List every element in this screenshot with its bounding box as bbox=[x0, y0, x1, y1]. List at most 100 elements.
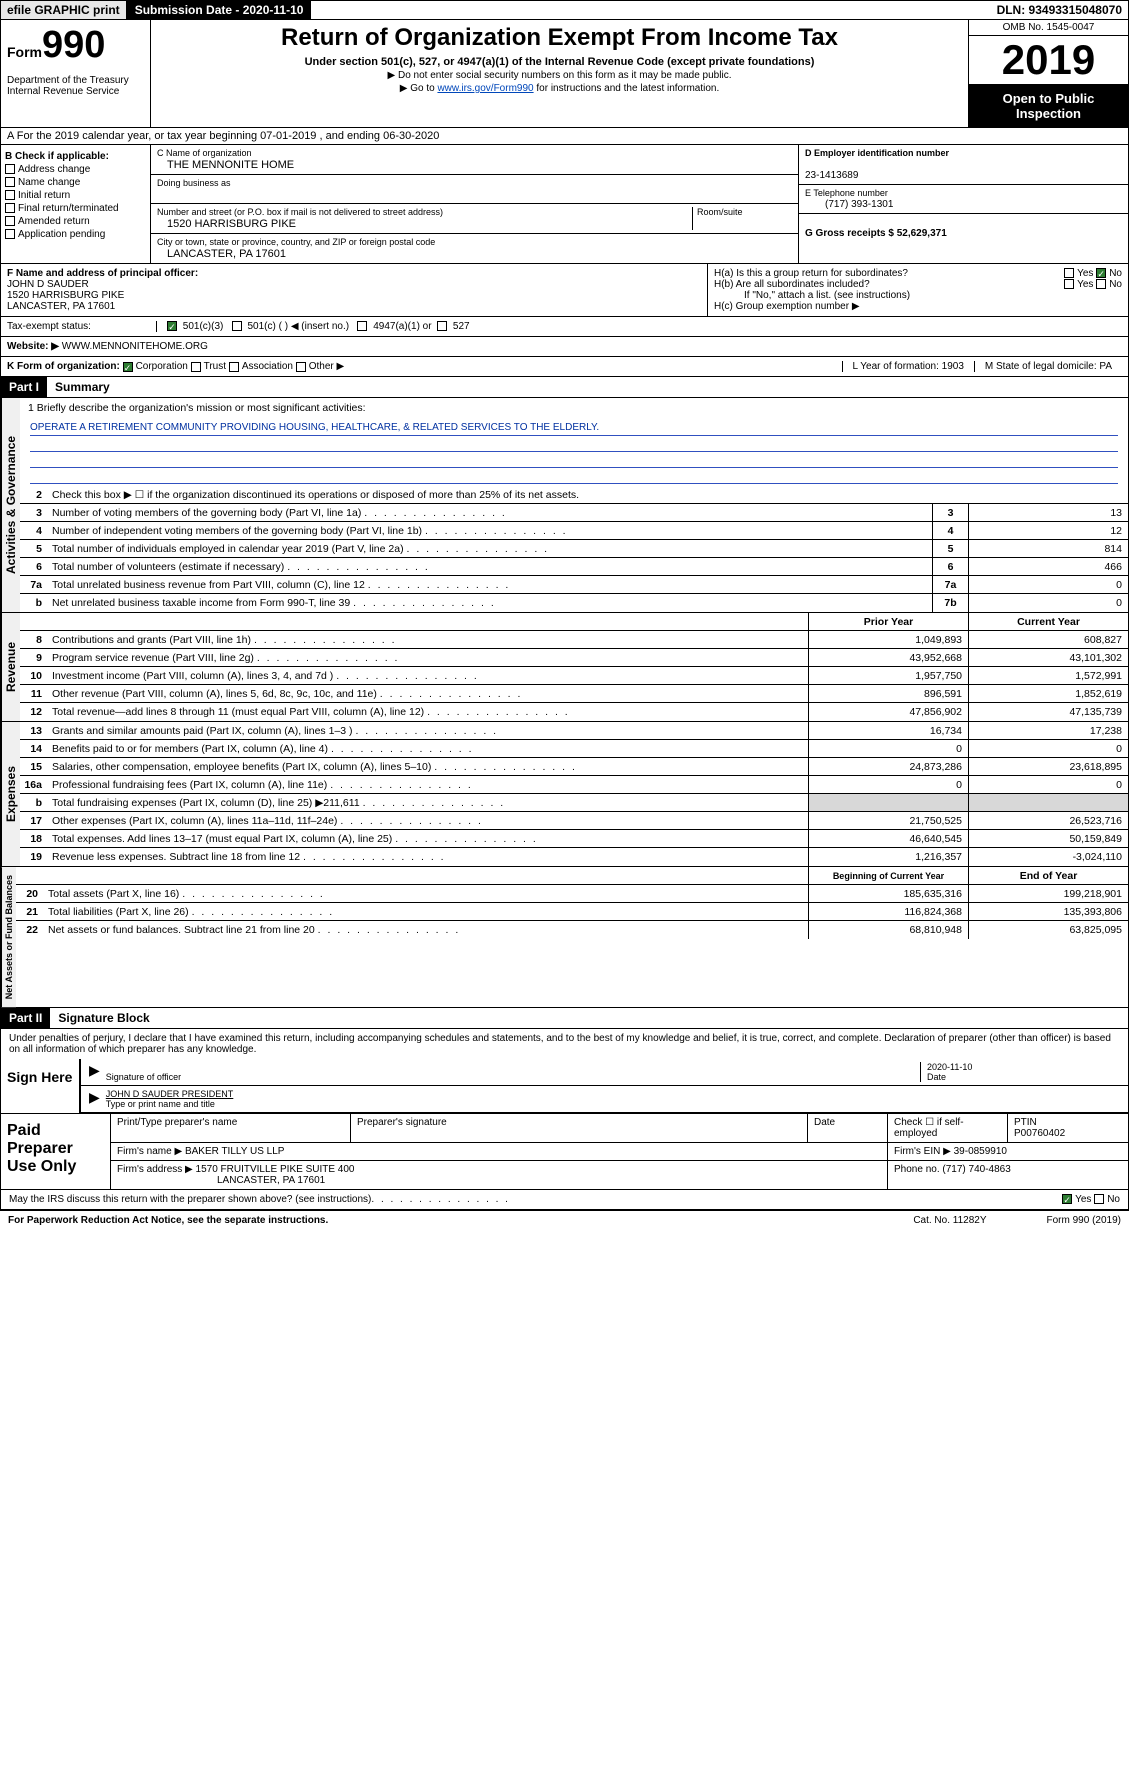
column-c: C Name of organizationTHE MENNONITE HOME… bbox=[151, 145, 798, 263]
chk-pending[interactable] bbox=[5, 229, 15, 239]
opt-527: 527 bbox=[453, 321, 470, 332]
begin-year-header: Beginning of Current Year bbox=[808, 867, 968, 884]
chk-address[interactable] bbox=[5, 164, 15, 174]
opt-corp: Corporation bbox=[136, 361, 188, 372]
mission-blank1 bbox=[30, 438, 1118, 452]
ha-no-chk[interactable]: ✓ bbox=[1096, 268, 1106, 278]
chk-501c3[interactable]: ✓ bbox=[167, 321, 177, 331]
discuss-no-chk[interactable] bbox=[1094, 1194, 1104, 1204]
omb-number: OMB No. 1545-0047 bbox=[969, 20, 1128, 36]
paid-prep-label: Paid Preparer Use Only bbox=[1, 1114, 111, 1189]
opt-final: Final return/terminated bbox=[18, 203, 119, 214]
hb-no-chk[interactable] bbox=[1096, 279, 1106, 289]
department: Department of the Treasury Internal Reve… bbox=[7, 75, 144, 97]
form-header: Form990 Department of the Treasury Inter… bbox=[0, 20, 1129, 128]
firm-ein-label: Firm's EIN ▶ bbox=[894, 1146, 951, 1157]
chk-501c[interactable] bbox=[232, 321, 242, 331]
form-subtitle: Under section 501(c), 527, or 4947(a)(1)… bbox=[159, 56, 960, 68]
officer-addr2: LANCASTER, PA 17601 bbox=[7, 301, 701, 312]
ha-label: H(a) Is this a group return for subordin… bbox=[714, 268, 908, 279]
chk-assoc[interactable] bbox=[229, 362, 239, 372]
chk-name[interactable] bbox=[5, 177, 15, 187]
chk-trust[interactable] bbox=[191, 362, 201, 372]
ha-yes-chk[interactable] bbox=[1064, 268, 1074, 278]
signature-section: Under penalties of perjury, I declare th… bbox=[0, 1029, 1129, 1114]
discuss-text: May the IRS discuss this return with the… bbox=[9, 1194, 371, 1205]
dba-label: Doing business as bbox=[157, 178, 231, 188]
note2-post: for instructions and the latest informat… bbox=[534, 83, 720, 94]
chk-final[interactable] bbox=[5, 203, 15, 213]
part2-title: Signature Block bbox=[50, 1008, 157, 1028]
e-label: E Telephone number bbox=[805, 188, 888, 198]
end-year-header: End of Year bbox=[968, 867, 1128, 884]
l-year: L Year of formation: 1903 bbox=[842, 361, 974, 372]
discuss-yes-chk[interactable]: ✓ bbox=[1062, 1194, 1072, 1204]
mission-blank2 bbox=[30, 454, 1118, 468]
hb-note: If "No," attach a list. (see instruction… bbox=[744, 290, 1122, 301]
k-row: K Form of organization: ✓ Corporation Tr… bbox=[0, 357, 1129, 377]
submission-date: Submission Date - 2020-11-10 bbox=[127, 1, 312, 19]
m-state: M State of legal domicile: PA bbox=[974, 361, 1122, 372]
i-label: Tax-exempt status: bbox=[7, 321, 157, 332]
hc-label: H(c) Group exemption number ▶ bbox=[714, 301, 1122, 312]
prep-h2: Preparer's signature bbox=[351, 1114, 808, 1142]
chk-other[interactable] bbox=[296, 362, 306, 372]
irs-link[interactable]: www.irs.gov/Form990 bbox=[437, 83, 533, 94]
governance-label: Activities & Governance bbox=[1, 398, 20, 612]
opt-501c: 501(c) ( ) ◀ (insert no.) bbox=[247, 321, 349, 332]
firm-addr2: LANCASTER, PA 17601 bbox=[217, 1175, 325, 1186]
column-right: D Employer identification number 23-14136… bbox=[798, 145, 1128, 263]
opt-501c3: 501(c)(3) bbox=[183, 321, 224, 332]
chk-initial[interactable] bbox=[5, 190, 15, 200]
opt-assoc: Association bbox=[242, 361, 293, 372]
firm-addr-label: Firm's address ▶ bbox=[117, 1164, 193, 1175]
tax-year: 2019 bbox=[969, 36, 1128, 85]
form-title: Return of Organization Exempt From Incom… bbox=[159, 24, 960, 52]
firm-addr: 1570 FRUITVILLE PIKE SUITE 400 bbox=[196, 1164, 355, 1175]
opt-name: Name change bbox=[18, 177, 80, 188]
footer-mid: Cat. No. 11282Y bbox=[913, 1215, 986, 1226]
form-label: Form bbox=[7, 44, 42, 60]
org-addr: 1520 HARRISBURG PIKE bbox=[167, 218, 296, 230]
open-to-public: Open to Public Inspection bbox=[969, 85, 1128, 127]
c-label: C Name of organization bbox=[157, 148, 252, 158]
part1-title: Summary bbox=[47, 377, 118, 397]
k-label: K Form of organization: bbox=[7, 361, 120, 372]
opt-trust: Trust bbox=[204, 361, 226, 372]
form-number: 990 bbox=[42, 24, 105, 66]
footer-right: Form 990 (2019) bbox=[1047, 1215, 1121, 1226]
chk-4947[interactable] bbox=[357, 321, 367, 331]
city-label: City or town, state or province, country… bbox=[157, 237, 435, 247]
sig-declaration: Under penalties of perjury, I declare th… bbox=[1, 1029, 1128, 1059]
room-label: Room/suite bbox=[697, 207, 743, 217]
hb-label: H(b) Are all subordinates included? bbox=[714, 279, 870, 290]
tax-status-row: Tax-exempt status: ✓ 501(c)(3) 501(c) ( … bbox=[0, 317, 1129, 337]
ein: 23-1413689 bbox=[805, 170, 858, 181]
current-year-header: Current Year bbox=[968, 613, 1128, 630]
ha-yes: Yes bbox=[1077, 268, 1093, 279]
chk-amended[interactable] bbox=[5, 216, 15, 226]
prep-h5: PTIN bbox=[1014, 1117, 1037, 1128]
prep-h4: Check ☐ if self-employed bbox=[888, 1114, 1008, 1142]
preparer-section: Paid Preparer Use Only Print/Type prepar… bbox=[0, 1114, 1129, 1190]
chk-527[interactable] bbox=[437, 321, 447, 331]
b-header: B Check if applicable: bbox=[5, 151, 146, 162]
dln: DLN: 93493315048070 bbox=[991, 1, 1128, 19]
note2-pre: ▶ Go to bbox=[400, 83, 438, 94]
website-row: Website: ▶ WWW.MENNONITEHOME.ORG bbox=[0, 337, 1129, 357]
efile-label[interactable]: efile GRAPHIC print bbox=[1, 1, 127, 19]
revenue-label: Revenue bbox=[1, 613, 20, 721]
net-assets-section: Net Assets or Fund Balances Beginning of… bbox=[0, 867, 1129, 1008]
chk-corp[interactable]: ✓ bbox=[123, 362, 133, 372]
mission-text: OPERATE A RETIREMENT COMMUNITY PROVIDING… bbox=[30, 420, 1118, 436]
arrow-icon: ▶ bbox=[89, 1062, 100, 1082]
discuss-yes: Yes bbox=[1075, 1194, 1091, 1205]
opt-pending: Application pending bbox=[18, 229, 105, 240]
d-label: D Employer identification number bbox=[805, 148, 949, 158]
hb-yes-chk[interactable] bbox=[1064, 279, 1074, 289]
part1-header: Part I Summary bbox=[0, 377, 1129, 398]
phone: (717) 393-1301 bbox=[825, 199, 893, 210]
prep-h1: Print/Type preparer's name bbox=[111, 1114, 351, 1142]
sig-date-label: Date bbox=[927, 1072, 946, 1082]
expenses-label: Expenses bbox=[1, 722, 20, 866]
